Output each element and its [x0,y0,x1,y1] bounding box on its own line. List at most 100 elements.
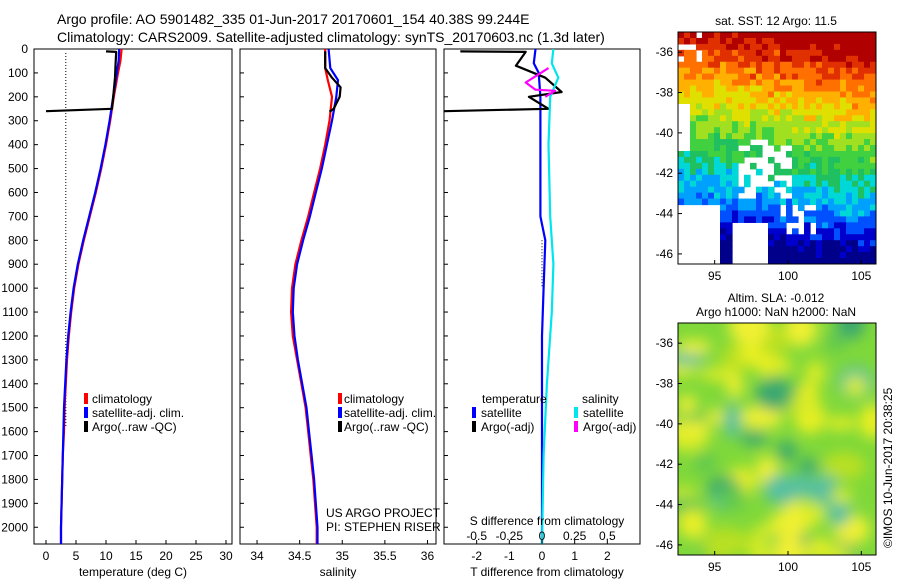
sst-cell [720,246,727,253]
sst-cell [690,37,697,45]
sst-cell [870,133,876,140]
sst-cell [774,246,781,253]
sst-cell [798,79,805,87]
sst-cell [786,37,793,45]
sst-cell [726,121,733,128]
sst-cell [858,156,865,164]
sst-cell [714,127,721,134]
sst-cell [840,204,847,212]
sst-cell [768,121,775,128]
sst-cell [762,109,769,116]
map-x-tick-label: 100 [778,269,798,283]
sst-cell [732,49,739,57]
sst-cell [774,145,781,152]
sst-cell [720,67,727,75]
sst-cell [834,37,841,45]
sst-cell [744,174,751,182]
sst-cell [858,216,865,223]
sst-cell [870,186,876,194]
sst-cell [792,97,799,104]
sst-cell [768,139,775,146]
legend-swatch-sal-argo [574,421,578,432]
sst-cell [768,85,775,93]
sst-cell [828,150,835,158]
sst-cell [816,180,823,188]
sst-cell [738,204,745,212]
sst-cell [690,186,697,194]
sst-cell [870,67,876,75]
x-tick-label: 1 [571,549,578,563]
sst-cell [726,156,733,164]
sst-cell [792,186,799,194]
sst-cell [816,79,823,87]
sst-cell [774,109,781,116]
legend-head-salinity: salinity [582,392,619,406]
sst-cell [828,85,835,93]
sst-cell [852,121,859,128]
sst-cell [744,91,751,99]
sst-cell [750,210,757,218]
sst-cell [786,61,793,69]
sst-cell [684,49,691,57]
salinity-x-ticks: 34 34.5 35 35.5 36 [250,540,434,563]
sst-cell [858,85,865,93]
sst-cell [708,150,715,158]
sst-cell [714,180,721,188]
sst-cell [816,49,823,57]
sst-cell [858,115,865,122]
sst-cell [810,37,817,45]
sst-cell [732,37,739,45]
sst-cell [870,115,876,122]
sst-cell [846,216,853,223]
sst-cell [780,127,787,134]
sst-cell [708,156,715,164]
sst-cell [798,162,805,170]
depth-tick-label: 200 [8,90,28,104]
sst-cell [846,150,853,158]
sst-cell [816,55,823,63]
sst-cell [846,133,853,140]
sst-cell [846,43,853,51]
sst-cell [810,97,817,104]
sst-cell [852,115,859,122]
sst-cell [768,240,775,247]
sst-cell [834,103,841,110]
sst-cell [720,145,727,152]
sst-cell [852,139,859,146]
sst-cell [852,240,859,247]
sst-cell [702,186,709,194]
sst-cell [846,198,853,206]
sst-cell [774,32,781,39]
sla-blob [822,452,866,481]
sst-cell [858,61,865,69]
sst-cell [852,127,859,134]
sst-cell [774,133,781,140]
sst-cell [804,55,811,63]
sst-cell [744,216,751,223]
sst-cell [738,121,745,128]
sst-cell [792,49,799,57]
sst-cell [834,186,841,194]
sla-blob [740,405,783,429]
sst-cell [786,43,793,51]
sst-cell [840,109,847,116]
sst-cell [804,180,811,188]
sst-cell [738,115,745,122]
map-y-tick-label: -46 [656,538,674,552]
figure-title-line1: Argo profile: AO 5901482_335 01-Jun-2017… [57,11,530,27]
sst-cell [726,222,733,229]
sst-cell [678,192,685,200]
series-line-temperature-argo-adj- [444,50,563,113]
sst-cell [816,252,823,259]
sla-blob [740,430,769,446]
sst-cell [708,180,715,188]
sst-cell [690,162,697,170]
sst-cell [708,168,715,176]
sst-cell [762,67,769,75]
sst-cell [720,210,727,218]
sst-cell [750,55,757,63]
depth-tick-label: 1400 [1,377,28,391]
sst-cell [864,85,871,93]
sst-cell [732,61,739,69]
sst-cell [792,168,799,176]
